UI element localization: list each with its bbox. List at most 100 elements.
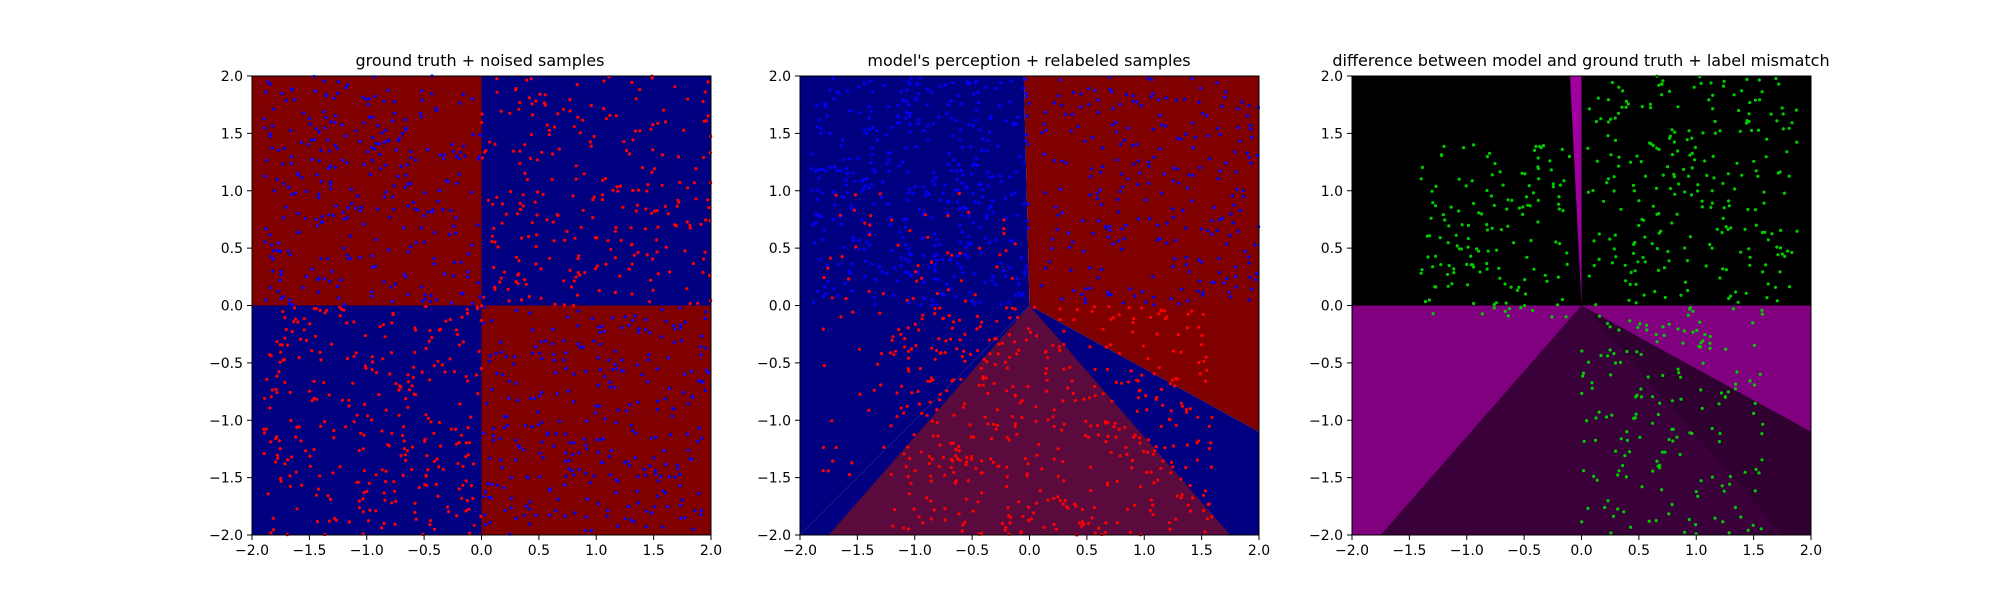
sample-point — [1186, 312, 1190, 316]
sample-point — [1020, 399, 1024, 403]
sample-point — [651, 257, 655, 261]
sample-point — [1090, 309, 1094, 313]
sample-point — [1131, 94, 1135, 98]
x-tick-label: −2.0 — [783, 543, 817, 559]
sample-point — [998, 253, 1002, 257]
sample-point — [981, 377, 985, 381]
sample-point — [316, 487, 320, 491]
sample-point — [1047, 260, 1051, 264]
sample-point — [702, 155, 706, 160]
sample-point — [362, 222, 366, 226]
sample-point — [1019, 294, 1023, 298]
sample-point — [821, 469, 825, 473]
sample-point — [857, 85, 861, 89]
sample-point — [402, 447, 406, 451]
sample-point — [1679, 375, 1683, 379]
sample-point — [1199, 260, 1203, 264]
sample-point — [390, 321, 394, 325]
sample-point — [952, 275, 956, 279]
sample-point — [1675, 435, 1679, 439]
sample-point — [922, 254, 926, 258]
sample-point — [592, 339, 596, 343]
sample-point — [1223, 95, 1227, 99]
sample-point — [957, 191, 962, 196]
sample-point — [393, 522, 397, 526]
sample-point — [298, 337, 303, 341]
sample-point — [534, 244, 538, 249]
sample-point — [1688, 307, 1692, 311]
sample-point — [1621, 464, 1625, 468]
sample-point — [944, 339, 948, 343]
sample-point — [1454, 233, 1458, 237]
sample-point — [1125, 126, 1129, 130]
sample-point — [1671, 439, 1675, 443]
sample-point — [342, 308, 346, 312]
sample-point — [319, 180, 323, 184]
sample-point — [1191, 146, 1195, 150]
sample-point — [1625, 349, 1629, 354]
sample-point — [290, 88, 294, 92]
sample-point — [572, 279, 576, 283]
sample-point — [352, 354, 356, 358]
sample-point — [1536, 220, 1540, 224]
sample-point — [957, 512, 961, 516]
sample-point — [599, 438, 603, 442]
x-tick-label: 0.5 — [1076, 543, 1098, 559]
sample-point — [513, 355, 517, 359]
sample-point — [988, 457, 993, 461]
sample-point — [1617, 469, 1621, 473]
sample-point — [862, 128, 867, 132]
sample-point — [696, 439, 700, 444]
sample-point — [419, 115, 424, 119]
sample-point — [1452, 271, 1456, 275]
sample-point — [1083, 301, 1087, 305]
sample-point — [1764, 155, 1768, 159]
sample-point — [614, 491, 618, 495]
sample-point — [279, 273, 283, 277]
sample-point — [452, 261, 457, 265]
sample-point — [1426, 255, 1430, 259]
y-tick-label: −1.0 — [757, 413, 791, 429]
sample-point — [589, 529, 594, 533]
sample-point — [1653, 289, 1657, 294]
sample-point — [423, 297, 427, 301]
sample-point — [958, 223, 962, 227]
sample-point — [1642, 293, 1646, 297]
sample-point — [885, 133, 889, 137]
sample-point — [1157, 312, 1161, 316]
sample-point — [837, 262, 841, 266]
y-axis-ticks: −2.0−1.5−1.0−0.50.00.51.01.52.0 — [757, 69, 800, 544]
sample-point — [974, 157, 978, 161]
sample-point — [1184, 407, 1189, 412]
sample-point — [355, 413, 359, 417]
sample-point — [1106, 293, 1110, 297]
sample-point — [1241, 189, 1245, 193]
sample-point — [938, 443, 942, 447]
sample-point — [1501, 183, 1505, 187]
sample-point — [414, 393, 418, 397]
sample-point — [868, 243, 872, 247]
sample-point — [916, 264, 920, 268]
sample-point — [1585, 419, 1589, 423]
sample-point — [1726, 227, 1730, 232]
sample-point — [1735, 370, 1739, 374]
sample-point — [264, 298, 268, 302]
sample-point — [1159, 309, 1164, 313]
sample-point — [592, 195, 596, 199]
sample-point — [380, 526, 384, 530]
sample-point — [1104, 421, 1108, 425]
sample-point — [918, 366, 923, 371]
sample-point — [568, 441, 572, 445]
sample-point — [1452, 267, 1456, 271]
sample-point — [595, 264, 599, 268]
sample-point — [1592, 263, 1596, 268]
sample-point — [1565, 262, 1569, 266]
sample-point — [699, 222, 703, 226]
sample-point — [991, 211, 995, 215]
sample-point — [831, 459, 835, 463]
sample-point — [845, 191, 850, 195]
y-tick-label: −1.5 — [757, 471, 791, 487]
sample-point — [895, 279, 899, 283]
sample-point — [650, 211, 654, 215]
sample-point — [1097, 526, 1101, 530]
